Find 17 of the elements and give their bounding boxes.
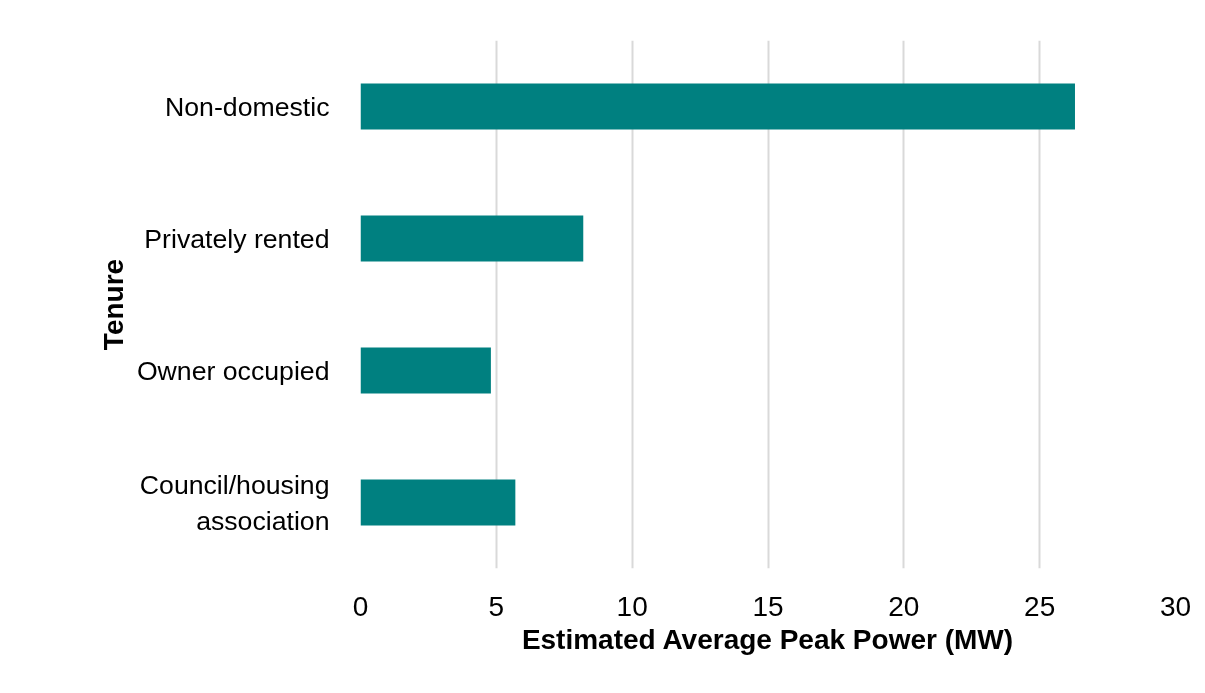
x-tick-label: 15 [752, 590, 784, 622]
x-tick-label: 0 [352, 590, 369, 622]
bar [360, 347, 491, 394]
y-axis-title: Tenure [97, 258, 129, 351]
bar [360, 83, 1075, 130]
x-axis-title: Estimated Average Peak Power (MW) [521, 623, 1014, 655]
y-tick-label: Owner occupied [136, 355, 330, 386]
x-tick-label: 25 [1024, 590, 1056, 622]
x-tick-label: 5 [488, 590, 505, 622]
y-tick-label: Privately rented [144, 223, 330, 254]
y-tick-label: Council/housing association [139, 469, 330, 536]
x-tick-label: 30 [1159, 590, 1192, 622]
bar [360, 479, 516, 526]
bar [360, 215, 584, 262]
x-tick-label: 20 [888, 590, 920, 622]
x-tick-label: 10 [616, 590, 648, 622]
y-tick-label: Non-domestic [165, 91, 330, 122]
